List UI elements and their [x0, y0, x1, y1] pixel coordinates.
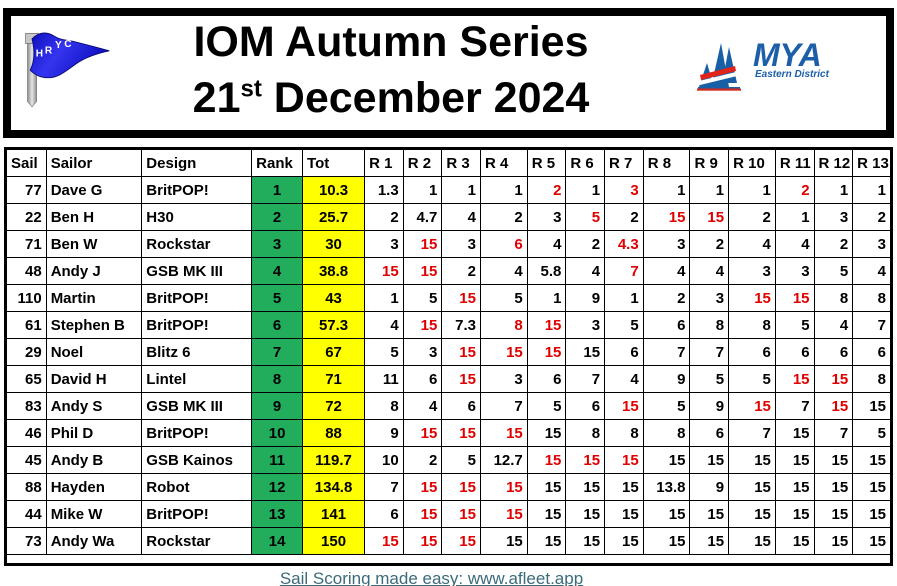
svg-text:H: H: [36, 48, 43, 59]
svg-text:C: C: [64, 39, 72, 50]
svg-text:R: R: [45, 46, 53, 57]
svg-text:Y: Y: [55, 40, 62, 51]
